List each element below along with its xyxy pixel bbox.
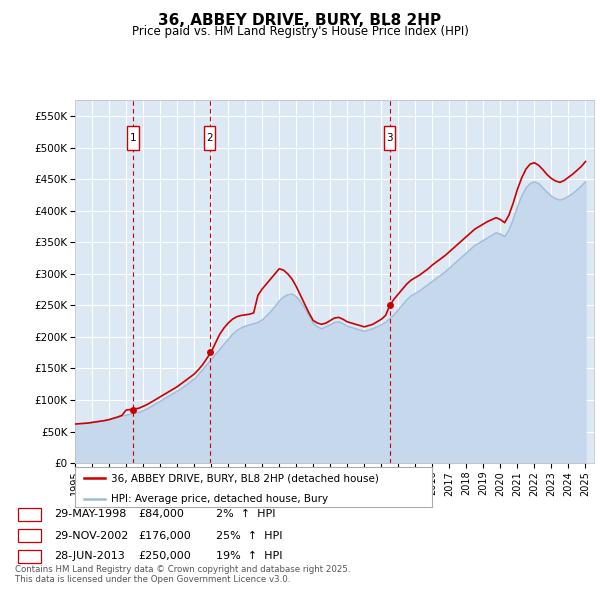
Text: 2: 2 — [26, 531, 33, 540]
Text: 36, ABBEY DRIVE, BURY, BL8 2HP: 36, ABBEY DRIVE, BURY, BL8 2HP — [158, 13, 442, 28]
Text: Price paid vs. HM Land Registry's House Price Index (HPI): Price paid vs. HM Land Registry's House … — [131, 25, 469, 38]
FancyBboxPatch shape — [127, 126, 139, 150]
Text: 3: 3 — [26, 552, 33, 561]
Text: 28-JUN-2013: 28-JUN-2013 — [54, 552, 125, 561]
Text: 2: 2 — [206, 133, 213, 143]
Text: 36, ABBEY DRIVE, BURY, BL8 2HP (detached house): 36, ABBEY DRIVE, BURY, BL8 2HP (detached… — [111, 473, 379, 483]
Text: 1: 1 — [26, 510, 33, 519]
Text: 2%  ↑  HPI: 2% ↑ HPI — [216, 510, 275, 519]
Text: £84,000: £84,000 — [138, 510, 184, 519]
Text: 25%  ↑  HPI: 25% ↑ HPI — [216, 531, 283, 540]
Text: 19%  ↑  HPI: 19% ↑ HPI — [216, 552, 283, 561]
Text: HPI: Average price, detached house, Bury: HPI: Average price, detached house, Bury — [111, 494, 328, 504]
Text: 3: 3 — [386, 133, 393, 143]
Text: £176,000: £176,000 — [138, 531, 191, 540]
Text: £250,000: £250,000 — [138, 552, 191, 561]
Text: 29-MAY-1998: 29-MAY-1998 — [54, 510, 127, 519]
Text: 1: 1 — [130, 133, 136, 143]
Text: Contains HM Land Registry data © Crown copyright and database right 2025.
This d: Contains HM Land Registry data © Crown c… — [15, 565, 350, 584]
FancyBboxPatch shape — [204, 126, 215, 150]
Text: 29-NOV-2002: 29-NOV-2002 — [54, 531, 128, 540]
FancyBboxPatch shape — [384, 126, 395, 150]
